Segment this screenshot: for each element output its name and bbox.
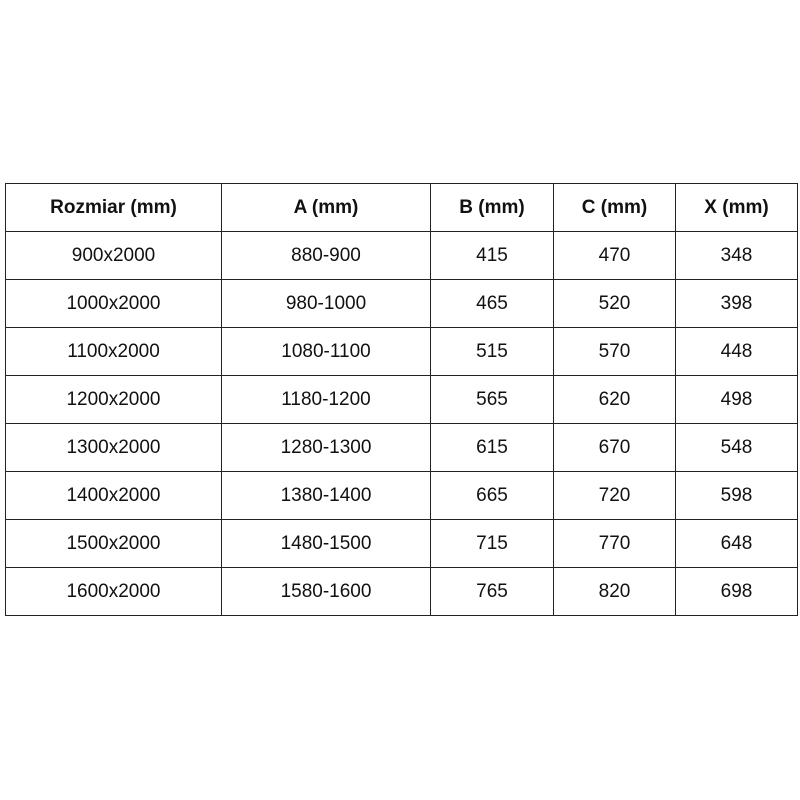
table-cell: 1300x2000 <box>5 423 222 472</box>
table-cell: 1080-1100 <box>221 327 431 376</box>
table-row: 1000x2000 980-1000 465 520 398 <box>5 279 798 328</box>
column-header: X (mm) <box>675 183 798 232</box>
table-cell: 765 <box>430 567 554 616</box>
column-header: Rozmiar (mm) <box>5 183 222 232</box>
table-cell: 398 <box>675 279 798 328</box>
table-cell: 670 <box>553 423 676 472</box>
table-cell: 1480-1500 <box>221 519 431 568</box>
table-row: 1300x2000 1280-1300 615 670 548 <box>5 423 798 472</box>
table-cell: 1500x2000 <box>5 519 222 568</box>
header-row: Rozmiar (mm) A (mm) B (mm) C (mm) X (mm) <box>5 183 798 232</box>
table-row: 1500x2000 1480-1500 715 770 648 <box>5 519 798 568</box>
table-row: 1600x2000 1580-1600 765 820 698 <box>5 567 798 616</box>
table-cell: 698 <box>675 567 798 616</box>
table-cell: 1000x2000 <box>5 279 222 328</box>
size-table: Rozmiar (mm) A (mm) B (mm) C (mm) X (mm) 900… <box>5 183 798 616</box>
table-cell: 1280-1300 <box>221 423 431 472</box>
table-cell: 515 <box>430 327 554 376</box>
column-header: A (mm) <box>221 183 431 232</box>
table-cell: 1400x2000 <box>5 471 222 520</box>
table-cell: 570 <box>553 327 676 376</box>
table-cell: 498 <box>675 375 798 424</box>
table-cell: 1580-1600 <box>221 567 431 616</box>
table-cell: 648 <box>675 519 798 568</box>
table-row: 1400x2000 1380-1400 665 720 598 <box>5 471 798 520</box>
table-cell: 980-1000 <box>221 279 431 328</box>
table-cell: 900x2000 <box>5 231 222 280</box>
table-cell: 1380-1400 <box>221 471 431 520</box>
table-cell: 615 <box>430 423 554 472</box>
table-row: 1100x2000 1080-1100 515 570 448 <box>5 327 798 376</box>
table-cell: 1100x2000 <box>5 327 222 376</box>
table-row: 1200x2000 1180-1200 565 620 498 <box>5 375 798 424</box>
table-cell: 470 <box>553 231 676 280</box>
column-header: C (mm) <box>553 183 676 232</box>
table-cell: 520 <box>553 279 676 328</box>
table-cell: 548 <box>675 423 798 472</box>
table-cell: 820 <box>553 567 676 616</box>
column-header: B (mm) <box>430 183 554 232</box>
table-cell: 348 <box>675 231 798 280</box>
table-cell: 665 <box>430 471 554 520</box>
table-cell: 880-900 <box>221 231 431 280</box>
table-cell: 715 <box>430 519 554 568</box>
table-cell: 565 <box>430 375 554 424</box>
table-cell: 448 <box>675 327 798 376</box>
table-cell: 465 <box>430 279 554 328</box>
table-cell: 770 <box>553 519 676 568</box>
table-cell: 415 <box>430 231 554 280</box>
table-cell: 620 <box>553 375 676 424</box>
table-cell: 720 <box>553 471 676 520</box>
table-cell: 1180-1200 <box>221 375 431 424</box>
table-cell: 598 <box>675 471 798 520</box>
table-cell: 1200x2000 <box>5 375 222 424</box>
table-cell: 1600x2000 <box>5 567 222 616</box>
table-row: 900x2000 880-900 415 470 348 <box>5 231 798 280</box>
